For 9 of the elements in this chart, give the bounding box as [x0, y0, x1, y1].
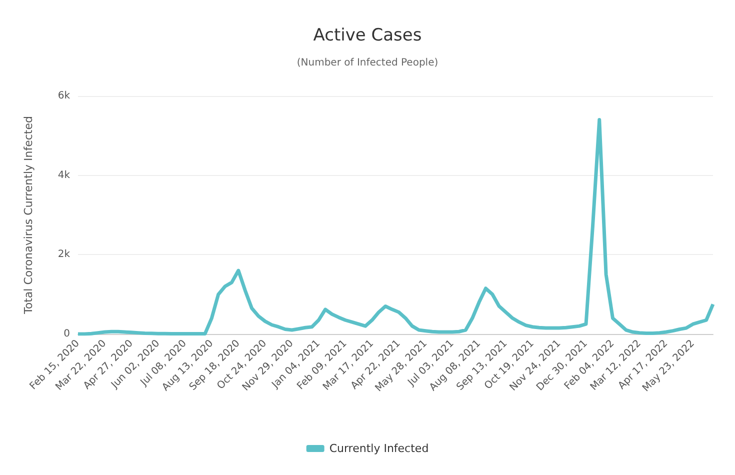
y-axis-title: Total Coronavirus Currently Infected	[22, 116, 35, 315]
y-tick-label: 0	[64, 328, 70, 340]
line-series	[76, 118, 715, 336]
chart-subtitle: (Number of Infected People)	[296, 58, 438, 68]
y-tick-label: 2k	[58, 249, 70, 260]
y-tick-label: 4k	[58, 170, 70, 181]
legend-label: Currently Infected	[329, 442, 429, 455]
chart-title: Active Cases	[313, 26, 422, 46]
y-tick-label: 6k	[58, 90, 70, 102]
